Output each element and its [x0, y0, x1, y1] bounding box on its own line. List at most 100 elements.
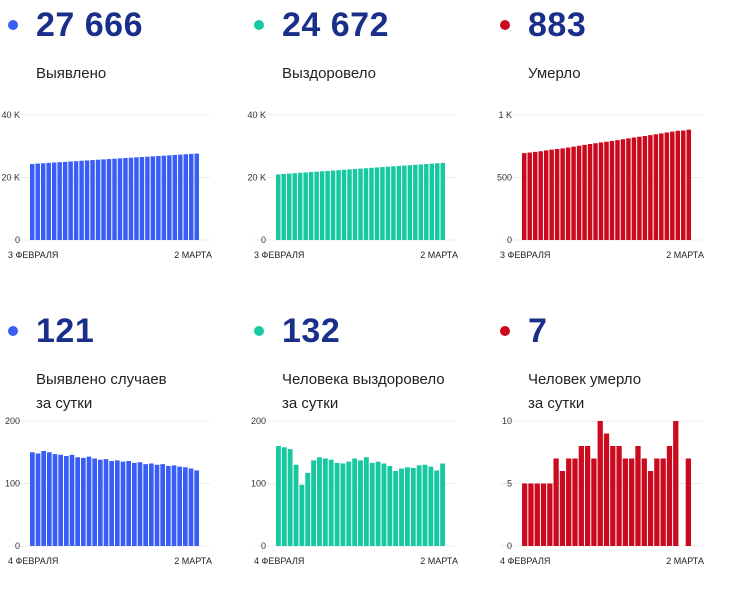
bar — [81, 457, 86, 547]
bar — [654, 458, 660, 546]
bar — [134, 157, 139, 240]
bar — [418, 164, 424, 240]
stat-panel-6: 7 Человек умерло за сутки 10 5 0 4 ФЕВРАЛЯ 2 МА… — [492, 306, 730, 596]
bar — [160, 464, 165, 547]
y-tick-label: 100 — [251, 479, 266, 489]
y-tick-label: 0 — [507, 235, 512, 245]
bar — [424, 164, 429, 240]
bar — [565, 147, 571, 240]
bar — [123, 158, 128, 240]
bar — [647, 471, 654, 546]
stat-label-line: Выявлено случаев — [36, 371, 167, 388]
stat-panel-4: 121 Выявлено случаев за сутки 200 100 0 4 ФЕВР… — [0, 306, 240, 596]
stat-number: 883 — [528, 6, 587, 44]
bar — [635, 446, 641, 546]
bar-chart: 10 5 0 4 ФЕВРАЛЯ 2 МАРТА — [500, 416, 704, 566]
bar — [68, 161, 73, 240]
bar — [156, 156, 161, 240]
bar — [598, 142, 604, 240]
y-tick-label: 20 K — [247, 173, 266, 183]
bar — [637, 136, 642, 240]
y-tick-label: 10 — [502, 416, 512, 426]
bar — [178, 154, 183, 240]
bar — [35, 163, 40, 240]
bar — [51, 162, 57, 240]
legend-dot-icon — [254, 20, 264, 30]
bar — [584, 446, 591, 546]
bar — [126, 461, 131, 546]
x-label-end: 2 МАРТА — [420, 556, 458, 566]
bar — [297, 172, 303, 240]
bar — [399, 468, 404, 546]
bar-chart: 200 100 0 4 ФЕВРАЛЯ 2 МАРТА — [5, 416, 212, 566]
bar — [593, 143, 598, 240]
bar — [106, 159, 112, 240]
stat-panel-2: 24 672 Выздоровело 40 K 20 K 0 3 ФЕВРАЛЯ 2 МАР… — [246, 0, 486, 290]
bar — [98, 459, 103, 546]
bar — [90, 160, 95, 240]
bar — [30, 452, 35, 546]
bar — [413, 164, 418, 240]
stat-number: 27 666 — [36, 6, 143, 44]
stat-number: 7 — [528, 312, 548, 350]
bar — [79, 160, 84, 240]
bar — [626, 138, 631, 241]
bar — [686, 129, 691, 241]
bar — [522, 483, 528, 546]
x-label-end: 2 МАРТА — [666, 250, 704, 260]
bar — [194, 470, 199, 547]
y-tick-label: 40 K — [1, 110, 20, 120]
bar — [666, 446, 673, 546]
bar — [95, 159, 101, 240]
bar — [610, 446, 616, 546]
bar — [276, 446, 281, 546]
bar — [543, 150, 549, 241]
bar — [566, 458, 572, 546]
stat-label-line: Человек умерло — [528, 371, 642, 388]
x-label-start: 3 ФЕВРАЛЯ — [8, 250, 58, 260]
bar — [554, 149, 560, 240]
legend-dot-icon — [8, 20, 18, 30]
y-tick-label: 0 — [261, 235, 266, 245]
bar — [429, 163, 435, 240]
bar — [659, 133, 664, 241]
bar — [664, 132, 670, 240]
bar — [553, 458, 559, 546]
bar — [319, 171, 325, 240]
bar — [150, 156, 156, 240]
y-tick-label: 0 — [15, 235, 20, 245]
bar — [527, 152, 532, 240]
bar — [188, 468, 194, 546]
bar — [189, 153, 194, 240]
y-tick-label: 0 — [261, 541, 266, 551]
stat-label-line: за сутки — [282, 395, 339, 412]
bar — [434, 470, 440, 547]
bar — [615, 140, 620, 241]
y-tick-label: 40 K — [247, 110, 266, 120]
bar — [380, 167, 385, 240]
stat-number: 24 672 — [282, 6, 389, 44]
bar — [393, 471, 399, 546]
x-label-end: 2 МАРТА — [174, 556, 212, 566]
bar — [616, 446, 622, 546]
bar — [84, 160, 90, 240]
bar — [340, 463, 346, 546]
bar — [166, 466, 171, 546]
bar — [440, 162, 445, 240]
bar — [308, 172, 314, 240]
x-label-start: 4 ФЕВРАЛЯ — [500, 556, 550, 566]
bar — [404, 467, 410, 546]
bar — [374, 167, 380, 240]
x-label-start: 3 ФЕВРАЛЯ — [500, 250, 550, 260]
bar — [375, 461, 381, 547]
stat-label: Человека выздоровело за сутки — [282, 368, 445, 416]
bar — [620, 139, 626, 240]
bar — [47, 452, 52, 546]
bar — [528, 483, 534, 546]
bar — [276, 174, 281, 241]
bar — [328, 459, 334, 546]
bar — [648, 135, 653, 241]
bar — [387, 466, 393, 546]
bar — [281, 173, 286, 240]
bar — [670, 131, 675, 241]
